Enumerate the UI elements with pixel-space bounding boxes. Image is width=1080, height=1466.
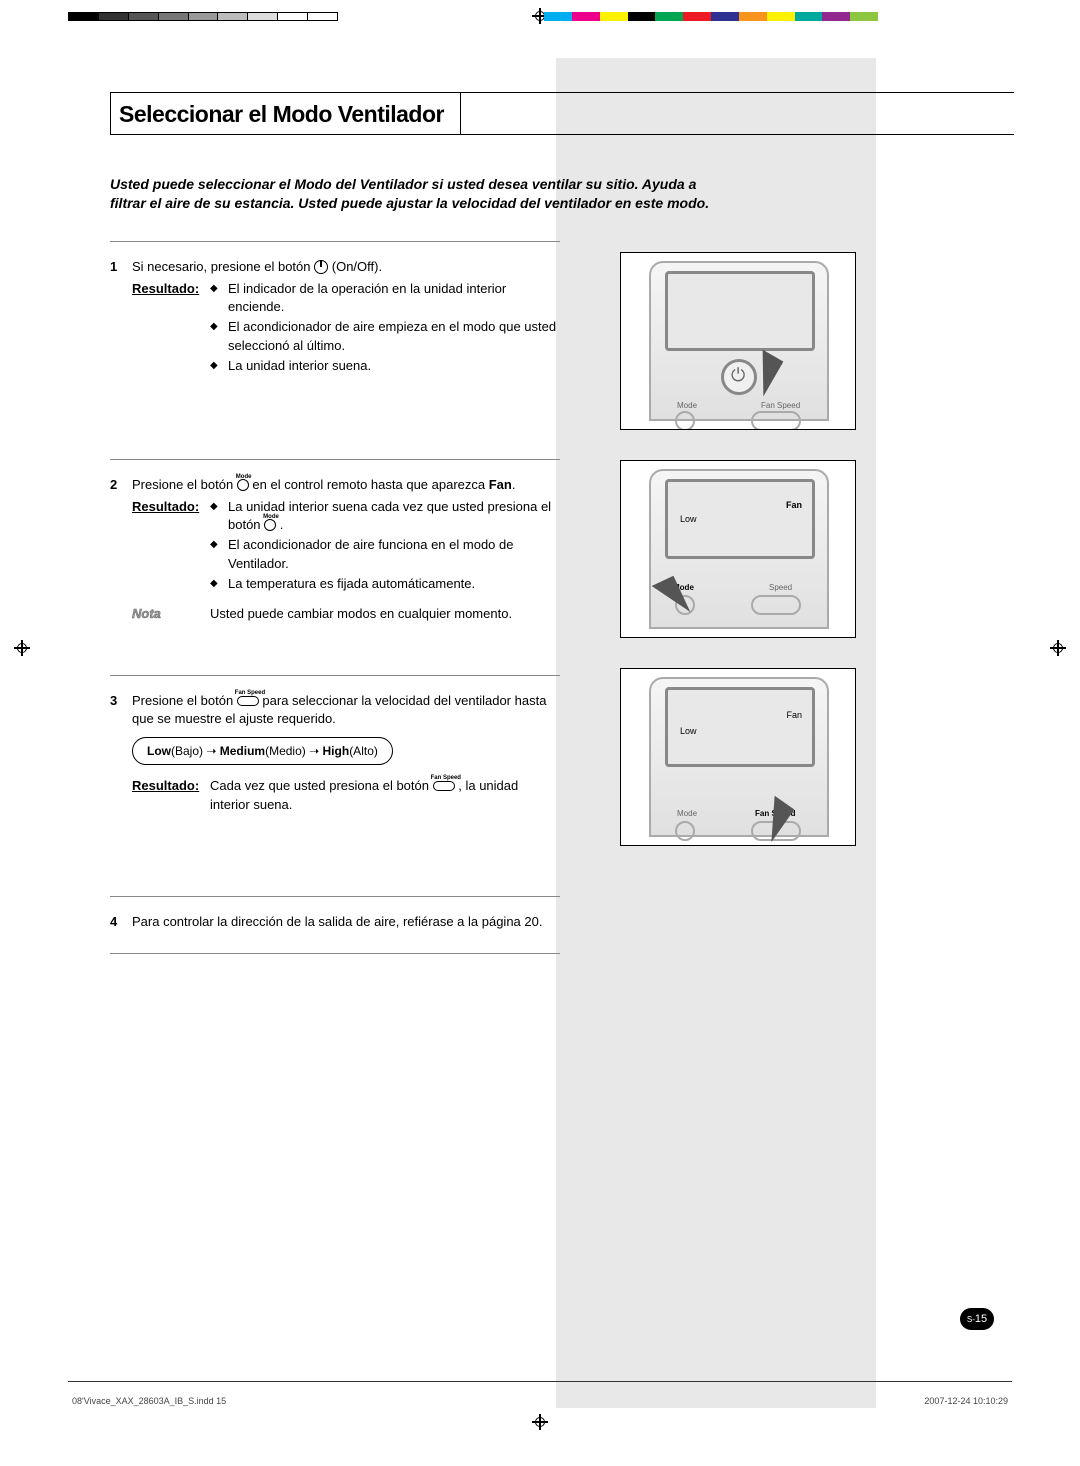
crosshair-icon <box>532 1414 548 1430</box>
bullet: El indicador de la operación en la unida… <box>210 280 560 316</box>
step-number: 3 <box>110 692 132 814</box>
step-text: Si necesario, presione el botón <box>132 259 314 274</box>
bullet: La temperatura es fijada automáticamente… <box>210 575 560 593</box>
page-number-badge: S-15 <box>960 1308 994 1330</box>
step-body: Presione el botón Mode en el control rem… <box>132 476 560 623</box>
mode-button-icon <box>675 821 695 841</box>
step-2: 2 Presione el botón Mode en el control r… <box>110 459 560 645</box>
step-3: 3 Presione el botón Fan Speed para selec… <box>110 675 560 836</box>
step-text: (On/Off). <box>332 259 382 274</box>
title-rule <box>461 92 1014 135</box>
manual-page: Seleccionar el Modo Ventilador Usted pue… <box>0 0 1080 1466</box>
step-text: Presione el botón <box>132 693 237 708</box>
step-number: 1 <box>110 258 132 377</box>
intro-text: Usted puede seleccionar el Modo del Vent… <box>110 175 730 213</box>
step-number: 4 <box>110 913 132 931</box>
step-body: Si necesario, presione el botón (On/Off)… <box>132 258 560 377</box>
bullet: La unidad interior suena cada vez que us… <box>210 498 560 534</box>
fanspeed-button-icon: Fan Speed <box>237 696 259 706</box>
illustration-2: Low Fan Mode Speed <box>620 460 856 638</box>
step-number: 2 <box>110 476 132 623</box>
bullet: El acondicionador de aire empieza en el … <box>210 318 560 354</box>
footer-filename: 08'Vivace_XAX_28603A_IB_S.indd 15 <box>72 1396 226 1406</box>
illustration-1: Mode Fan Speed <box>620 252 856 430</box>
mode-button-icon: Mode <box>264 519 276 531</box>
footer-rule <box>68 1381 1012 1382</box>
mode-button-icon: Mode <box>237 479 249 491</box>
footer-timestamp: 2007-12-24 10:10:29 <box>924 1396 1008 1406</box>
nota-label: Nota <box>132 605 210 623</box>
power-icon <box>314 260 328 274</box>
mode-button-icon <box>675 411 695 430</box>
page-title: Seleccionar el Modo Ventilador <box>119 101 444 127</box>
step-text: Para controlar la dirección de la salida… <box>132 913 560 931</box>
resultado-text: Cada vez que usted presiona el botón Fan… <box>210 777 560 813</box>
step-4: 4 Para controlar la dirección de la sali… <box>110 896 560 954</box>
resultado-label: Resultado <box>132 777 210 813</box>
step-text: en el control remoto hasta que aparezca <box>252 477 488 492</box>
step-1: 1 Si necesario, presione el botón (On/Of… <box>110 241 560 399</box>
speed-sequence-box: Low(Bajo) ➝ Medium(Medio) ➝ High(Alto) <box>132 737 393 766</box>
resultado-list: La unidad interior suena cada vez que us… <box>210 498 560 595</box>
bullet: La unidad interior suena. <box>210 357 560 375</box>
fan-word: Fan <box>489 477 512 492</box>
step-text: Presione el botón <box>132 477 237 492</box>
nota-text: Usted puede cambiar modos en cualquier m… <box>210 605 512 623</box>
resultado-label: Resultado <box>132 498 210 595</box>
illustration-3: Low Fan Mode Fan Speed <box>620 668 856 846</box>
page-title-box: Seleccionar el Modo Ventilador <box>110 92 461 135</box>
bullet: El acondicionador de aire funciona en el… <box>210 536 560 572</box>
fanspeed-button-icon <box>751 595 801 615</box>
illustration-column: Mode Fan Speed Low Fan Mode Speed <box>620 252 856 876</box>
fanspeed-button-icon <box>751 411 801 430</box>
title-row: Seleccionar el Modo Ventilador <box>110 92 1014 135</box>
step-body: Presione el botón Fan Speed para selecci… <box>132 692 560 814</box>
resultado-label: Resultado <box>132 280 210 377</box>
resultado-list: El indicador de la operación en la unida… <box>210 280 560 377</box>
page-content: Seleccionar el Modo Ventilador Usted pue… <box>0 0 1080 954</box>
fanspeed-button-icon: Fan Speed <box>433 781 455 791</box>
